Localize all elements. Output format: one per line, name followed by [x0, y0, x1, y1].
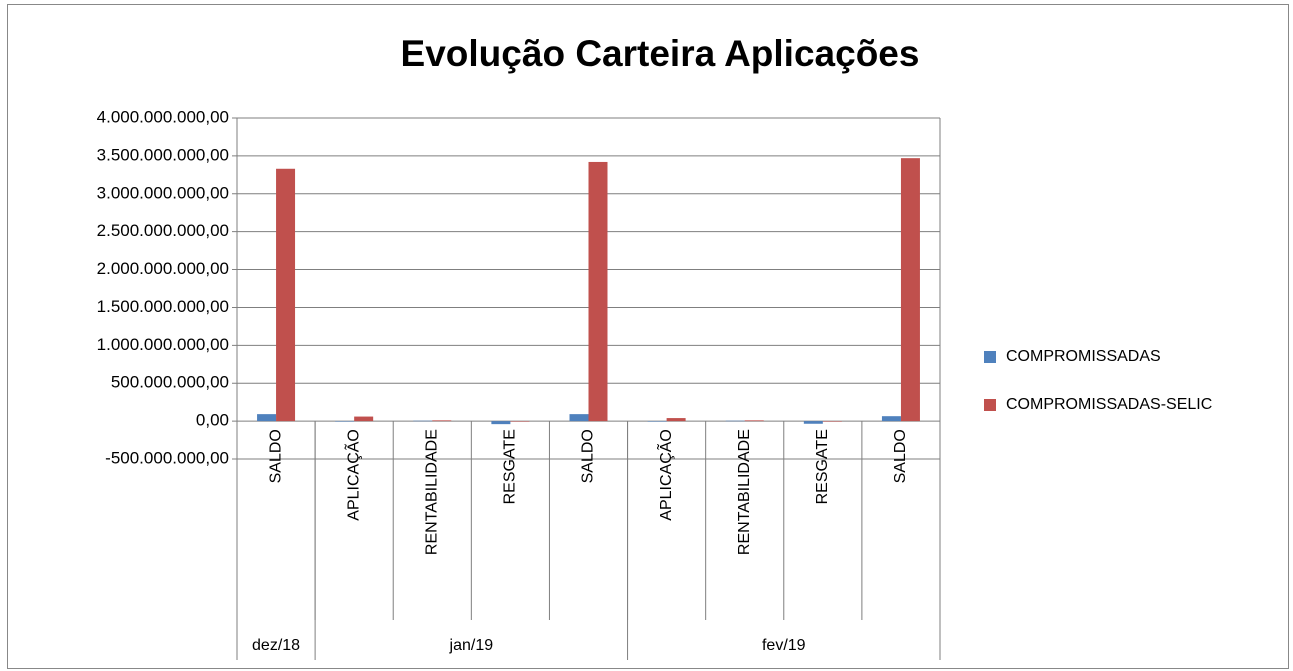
y-tick-label: 500.000.000,00 [111, 373, 229, 392]
y-tick-label: 4.000.000.000,00 [97, 107, 229, 126]
x-tick-label: APLICAÇÃO [655, 429, 675, 521]
y-tick-label: 1.000.000.000,00 [97, 335, 229, 354]
legend-swatch [984, 351, 996, 363]
bar [354, 416, 374, 422]
group-label: fev/19 [762, 637, 806, 654]
y-tick-label: 3.000.000.000,00 [97, 183, 229, 202]
y-tick-label: 0,00 [196, 411, 229, 430]
legend-swatch [984, 399, 996, 411]
bar [491, 421, 511, 425]
x-tick-label: SALDO [580, 429, 597, 483]
chart-title: Evolução Carteira Aplicações [401, 33, 920, 74]
bar [335, 421, 355, 422]
bar [881, 416, 901, 422]
x-tick-label: SALDO [267, 429, 284, 483]
bar [276, 168, 296, 422]
bar [744, 420, 764, 422]
bar [822, 421, 842, 422]
bar [257, 414, 277, 422]
x-tick-label: RESGATE [814, 429, 831, 504]
x-tick-label: APLICAÇÃO [342, 429, 362, 521]
bar [666, 418, 686, 422]
bar [413, 420, 433, 422]
legend-label: COMPROMISSADAS-SELIC [1006, 396, 1212, 413]
bar [900, 158, 920, 422]
y-tick-label: 2.500.000.000,00 [97, 221, 229, 240]
bar [725, 420, 745, 422]
x-tick-label: SALDO [892, 429, 909, 483]
legend-label: COMPROMISSADAS [1006, 348, 1161, 365]
y-tick-label: 2.000.000.000,00 [97, 259, 229, 278]
bar [588, 161, 608, 422]
y-tick-label: 3.500.000.000,00 [97, 145, 229, 164]
group-label: jan/19 [449, 637, 494, 654]
bar [647, 421, 667, 422]
chart-border [7, 4, 1289, 669]
x-tick-label: RENTABILIDADE [423, 429, 440, 555]
bar [510, 421, 530, 422]
y-tick-label: 1.500.000.000,00 [97, 297, 229, 316]
x-tick-label: RENTABILIDADE [736, 429, 753, 555]
y-tick-label: -500.000.000,00 [105, 448, 229, 467]
bar [803, 421, 823, 424]
bar [432, 420, 452, 422]
bar [569, 414, 589, 422]
x-tick-label: RESGATE [502, 429, 519, 504]
group-label: dez/18 [252, 637, 300, 654]
